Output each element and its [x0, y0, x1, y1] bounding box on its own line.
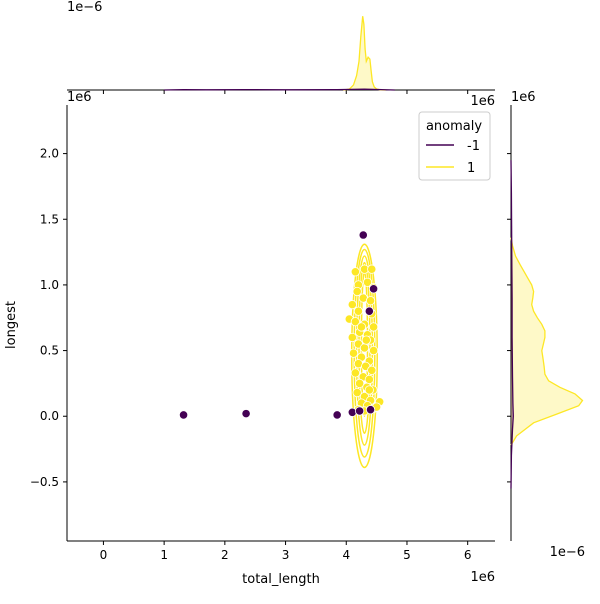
legend-label-anomaly-1: 1 — [467, 161, 475, 176]
point-anomaly-minus1 — [332, 410, 342, 420]
point-anomaly-1 — [350, 267, 360, 277]
point-anomaly-1 — [350, 368, 360, 378]
point-anomaly-1 — [347, 300, 357, 310]
x-tick-label: 2 — [221, 548, 229, 562]
x-offset-label: 1e6 — [470, 570, 495, 585]
top-density-anomaly-minus1 — [164, 88, 395, 91]
point-anomaly-1 — [353, 306, 364, 316]
top-density-anomaly-1 — [343, 16, 386, 91]
main-scatter-panel: 0 1 2 3 4 5 6 −0.5 0.0 0.5 1.0 1.5 2.0 — [30, 105, 495, 562]
legend-label-anomaly-minus1: -1 — [467, 139, 480, 154]
point-anomaly-1 — [368, 345, 379, 356]
legend-title: anomaly — [426, 119, 482, 134]
point-anomaly-1 — [352, 286, 362, 297]
x-tick-label: 5 — [403, 548, 411, 562]
x-tick-label: 3 — [282, 548, 290, 562]
point-anomaly-1 — [364, 374, 374, 385]
point-anomaly-1 — [362, 277, 373, 287]
point-anomaly-minus1 — [358, 230, 368, 240]
y-tick-label: 1.0 — [40, 278, 59, 292]
y-tick-label: 1.5 — [40, 212, 59, 226]
point-anomaly-1 — [367, 365, 377, 375]
point-anomaly-minus1 — [355, 406, 365, 416]
top-marginal-offset-label: 1e−6 — [67, 0, 102, 15]
point-anomaly-minus1 — [364, 306, 374, 316]
x-tick-label: 4 — [342, 548, 350, 562]
right-marginal-panel — [507, 105, 584, 541]
right-marginal-bottom-label: 1e−6 — [550, 545, 585, 560]
point-anomaly-1 — [356, 322, 367, 332]
top-marginal-corner-label: 1e6 — [470, 94, 495, 109]
point-anomaly-1 — [355, 378, 365, 389]
point-anomaly-1 — [347, 332, 357, 343]
legend: anomaly -1 1 — [418, 111, 491, 181]
point-anomaly-1 — [368, 322, 379, 332]
point-anomaly-minus1 — [368, 284, 379, 294]
y-tick-label: 0.0 — [40, 409, 59, 423]
x-tick-label: 6 — [464, 548, 472, 562]
right-density-anomaly-minus1 — [510, 160, 514, 489]
point-anomaly-1 — [352, 388, 362, 398]
x-tick-label: 0 — [100, 548, 108, 562]
y-tick-label: 0.5 — [40, 344, 59, 358]
point-anomaly-minus1 — [365, 405, 376, 415]
point-anomaly-1 — [348, 348, 359, 358]
x-axis-label: total_length — [242, 572, 320, 587]
y-offset-label: 1e6 — [67, 90, 92, 105]
point-anomaly-minus1 — [178, 410, 189, 420]
point-anomaly-1 — [359, 343, 370, 353]
point-anomaly-1 — [350, 317, 360, 327]
point-anomaly-1 — [365, 296, 376, 306]
point-anomaly-1 — [361, 335, 371, 345]
point-anomaly-1 — [367, 264, 377, 274]
point-anomaly-minus1 — [241, 409, 251, 419]
top-density-anomaly-1-fill — [343, 16, 386, 91]
y-tick-label: 2.0 — [40, 147, 59, 161]
right-density-anomaly-1 — [510, 237, 584, 446]
y-axis-label: longest — [4, 301, 19, 349]
x-tick-label: 1 — [160, 548, 168, 562]
y-tick-label: −0.5 — [30, 475, 59, 489]
top-marginal-panel — [67, 16, 495, 94]
legend-frame — [418, 111, 491, 181]
right-marginal-top-label: 1e6 — [511, 90, 536, 105]
point-anomaly-1 — [364, 385, 374, 395]
right-density-anomaly-1-fill — [511, 237, 583, 446]
